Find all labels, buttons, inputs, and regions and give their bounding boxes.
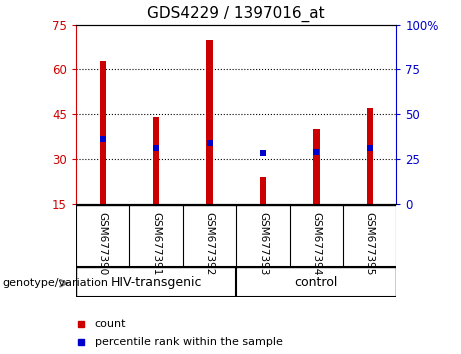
Text: count: count bbox=[95, 319, 126, 329]
Bar bbox=[207, 40, 213, 204]
Bar bbox=[260, 177, 266, 204]
Bar bbox=[366, 108, 373, 204]
Title: GDS4229 / 1397016_at: GDS4229 / 1397016_at bbox=[148, 6, 325, 22]
Bar bbox=[313, 129, 319, 204]
Text: GSM677392: GSM677392 bbox=[205, 211, 214, 275]
Text: GSM677390: GSM677390 bbox=[98, 211, 108, 275]
Text: GSM677393: GSM677393 bbox=[258, 211, 268, 275]
Text: control: control bbox=[295, 276, 338, 289]
Text: HIV-transgenic: HIV-transgenic bbox=[111, 276, 202, 289]
Bar bbox=[100, 61, 106, 204]
Text: GSM677394: GSM677394 bbox=[311, 211, 321, 275]
Bar bbox=[153, 117, 160, 204]
Text: genotype/variation: genotype/variation bbox=[2, 278, 108, 288]
Text: GSM677391: GSM677391 bbox=[151, 211, 161, 275]
Text: percentile rank within the sample: percentile rank within the sample bbox=[95, 337, 283, 347]
Text: GSM677395: GSM677395 bbox=[365, 211, 375, 275]
